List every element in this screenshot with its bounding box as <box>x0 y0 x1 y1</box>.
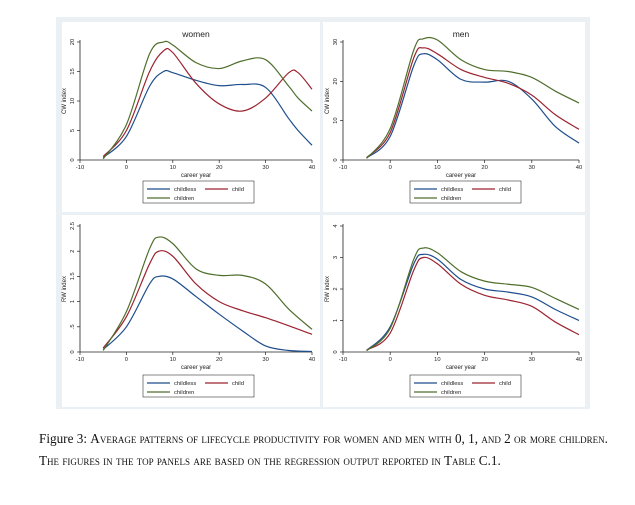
y-tick-label: 5 <box>70 129 76 132</box>
x-tick-label: 10 <box>170 357 176 363</box>
y-tick-label: 2 <box>70 250 76 253</box>
chart-panel-4: -10 0 10 20 30 40 0 1 2 3 4 career year RW index chil… <box>323 215 585 407</box>
legend-box <box>409 374 522 398</box>
y-tick-label: 1 <box>333 319 339 322</box>
legend-label-childless: childless <box>174 187 196 193</box>
x-tick-label: 40 <box>576 165 582 171</box>
panel-background <box>62 22 320 212</box>
y-axis-label: RW index <box>325 276 331 302</box>
legend: childless child children <box>142 180 255 204</box>
legend-label-children: children <box>441 196 461 202</box>
series-line-children <box>102 236 313 351</box>
x-tick-label: 20 <box>481 357 487 363</box>
series-line-childless <box>102 275 313 353</box>
caption-label: Figure 3: <box>39 431 87 446</box>
y-tick-label: 3 <box>333 256 339 259</box>
y-tick-label: 15 <box>70 68 76 74</box>
y-tick-label: 1 <box>70 300 76 303</box>
legend-label-childless: childless <box>174 381 196 387</box>
x-tick-label: 40 <box>309 357 315 363</box>
x-tick-label: 30 <box>529 357 535 363</box>
x-tick-label: -10 <box>339 165 347 171</box>
x-tick-label: 10 <box>170 165 176 171</box>
x-tick-label: 0 <box>389 165 392 171</box>
y-tick-label: 1.5 <box>70 272 76 280</box>
chart-panel-2: men -10 0 10 20 30 40 0 10 20 30 career year CW inde… <box>323 22 585 212</box>
y-tick-label: 20 <box>333 78 339 84</box>
y-tick-label: 4 <box>333 224 339 228</box>
legend: childless child children <box>409 374 522 398</box>
x-tick-label: -10 <box>76 165 84 171</box>
y-tick-label: 10 <box>70 98 76 104</box>
legend-label-child: child <box>232 187 244 193</box>
y-tick-label: 2.5 <box>70 222 76 230</box>
caption-text: Average patterns of lifecycle productivi… <box>39 431 608 468</box>
legend: childless child children <box>142 374 255 398</box>
x-axis-label: career year <box>181 365 211 371</box>
x-tick-label: -10 <box>76 357 84 363</box>
y-tick-label: 0 <box>70 350 76 353</box>
x-tick-label: 0 <box>389 357 392 363</box>
y-axis-label: RW index <box>62 276 68 302</box>
x-tick-label: 10 <box>434 357 440 363</box>
series-line-children <box>366 36 580 159</box>
x-tick-label: 20 <box>216 357 222 363</box>
chart-panel-3: -10 0 10 20 30 40 0 .5 1 1.5 2 2.5 career year RW ind… <box>62 215 320 407</box>
series-line-children <box>366 247 580 352</box>
legend-label-child: child <box>232 381 244 387</box>
legend-label-children: children <box>174 196 194 202</box>
chart-title: women <box>181 29 210 39</box>
x-tick-label: 40 <box>576 357 582 363</box>
figure-caption: Figure 3: Average patterns of lifecycle … <box>39 428 611 472</box>
x-tick-label: 30 <box>262 357 268 363</box>
legend-box <box>409 180 522 204</box>
legend-label-childless: childless <box>441 381 463 387</box>
y-tick-label: 0 <box>333 350 339 353</box>
y-tick-label: 30 <box>333 39 339 45</box>
x-tick-label: -10 <box>339 357 347 363</box>
x-tick-label: 40 <box>309 165 315 171</box>
x-tick-label: 10 <box>434 165 440 171</box>
series-line-child <box>366 46 580 159</box>
x-axis-label: career year <box>181 173 211 179</box>
legend-label-children: children <box>174 390 194 396</box>
x-tick-label: 30 <box>262 165 268 171</box>
chart-panel-1: women -10 0 10 20 30 40 0 5 10 15 20 career year CW i… <box>62 22 320 212</box>
series-line-childless <box>366 253 580 351</box>
legend-box <box>142 180 255 204</box>
y-axis-label: CW index <box>325 88 331 114</box>
series-line-child <box>102 47 313 157</box>
chart-title: men <box>453 29 470 39</box>
series-line-child <box>366 256 580 351</box>
y-tick-label: 20 <box>70 39 76 45</box>
y-tick-label: 2 <box>333 287 339 290</box>
legend-label-children: children <box>441 390 461 396</box>
x-axis-label: career year <box>446 365 476 371</box>
x-tick-label: 0 <box>125 357 128 363</box>
series-line-children <box>102 40 313 160</box>
series-line-childless <box>366 52 580 159</box>
series-line-child <box>102 250 313 349</box>
y-axis-label: CW index <box>62 88 68 114</box>
legend-label-child: child <box>499 381 511 387</box>
x-axis-label: career year <box>446 173 476 179</box>
legend-label-childless: childless <box>441 187 463 193</box>
legend-label-child: child <box>499 187 511 193</box>
y-tick-label: 10 <box>333 117 339 123</box>
legend: childless child children <box>409 180 522 204</box>
x-tick-label: 0 <box>125 165 128 171</box>
series-line-childless <box>102 69 313 159</box>
y-tick-label: 0 <box>333 158 339 161</box>
x-tick-label: 20 <box>216 165 222 171</box>
x-tick-label: 30 <box>529 165 535 171</box>
legend-box <box>142 374 255 398</box>
y-tick-label: 0 <box>70 158 76 161</box>
y-tick-label: .5 <box>70 324 76 329</box>
x-tick-label: 20 <box>481 165 487 171</box>
